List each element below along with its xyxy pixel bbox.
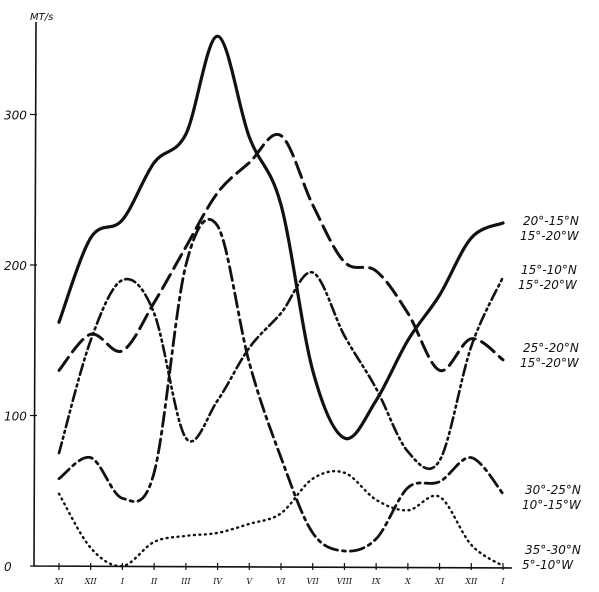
series-label-line2: 5°-10°W bbox=[522, 558, 574, 572]
x-tick-label: IV bbox=[212, 577, 223, 586]
series-label-line2: 15°-20°W bbox=[518, 278, 578, 292]
series-line-2 bbox=[57, 271, 505, 470]
y-axis-unit-label: МТ/s bbox=[30, 12, 53, 23]
series-label-line1: 15°-10°N bbox=[521, 263, 577, 277]
x-tick-label: III bbox=[180, 577, 191, 586]
series-line-4 bbox=[57, 218, 505, 553]
x-tick-label: XII bbox=[84, 577, 98, 586]
series-line-3 bbox=[57, 132, 505, 372]
series-line-1 bbox=[57, 34, 505, 441]
x-tick-label: I bbox=[500, 577, 505, 586]
series-label-line2: 15°-20°W bbox=[520, 356, 580, 370]
x-axis-ticks: XI XII I II III IV V VI VII VIII IX X XI XII I bbox=[54, 563, 505, 586]
x-tick-label: V bbox=[246, 577, 253, 586]
y-tick-label: 200 bbox=[4, 259, 27, 273]
series-label-line2: 15°-20°W bbox=[520, 229, 580, 243]
x-tick-label: VIII bbox=[337, 577, 353, 586]
x-tick-label: VII bbox=[307, 577, 320, 586]
x-tick-label: XI bbox=[54, 577, 65, 586]
x-tick-label: IX bbox=[371, 577, 381, 586]
x-tick-label: XI bbox=[434, 577, 445, 586]
y-axis-ticks: 0 100 200 300 bbox=[4, 109, 37, 574]
x-tick-label: I bbox=[120, 577, 125, 586]
x-tick-label: II bbox=[150, 577, 158, 586]
series-line-5 bbox=[57, 470, 505, 568]
series-lines bbox=[57, 34, 505, 568]
series-label-line2: 10°-15°W bbox=[522, 498, 582, 512]
series-labels: 20°-15°N15°-20°W15°-10°N15°-20°W25°-20°N… bbox=[518, 214, 582, 572]
series-label-line1: 25°-20°N bbox=[523, 341, 579, 355]
series-label-line1: 20°-15°N bbox=[523, 214, 579, 228]
series-label-line1: 35°-30°N bbox=[525, 543, 581, 557]
y-tick-label: 100 bbox=[4, 410, 27, 424]
x-tick-label: XII bbox=[464, 577, 478, 586]
x-tick-label: VI bbox=[277, 577, 287, 586]
series-label-line1: 30°-25°N bbox=[525, 483, 581, 497]
x-tick-label: X bbox=[404, 577, 411, 586]
y-tick-label: 300 bbox=[4, 109, 27, 123]
y-tick-label: 0 bbox=[4, 560, 12, 574]
